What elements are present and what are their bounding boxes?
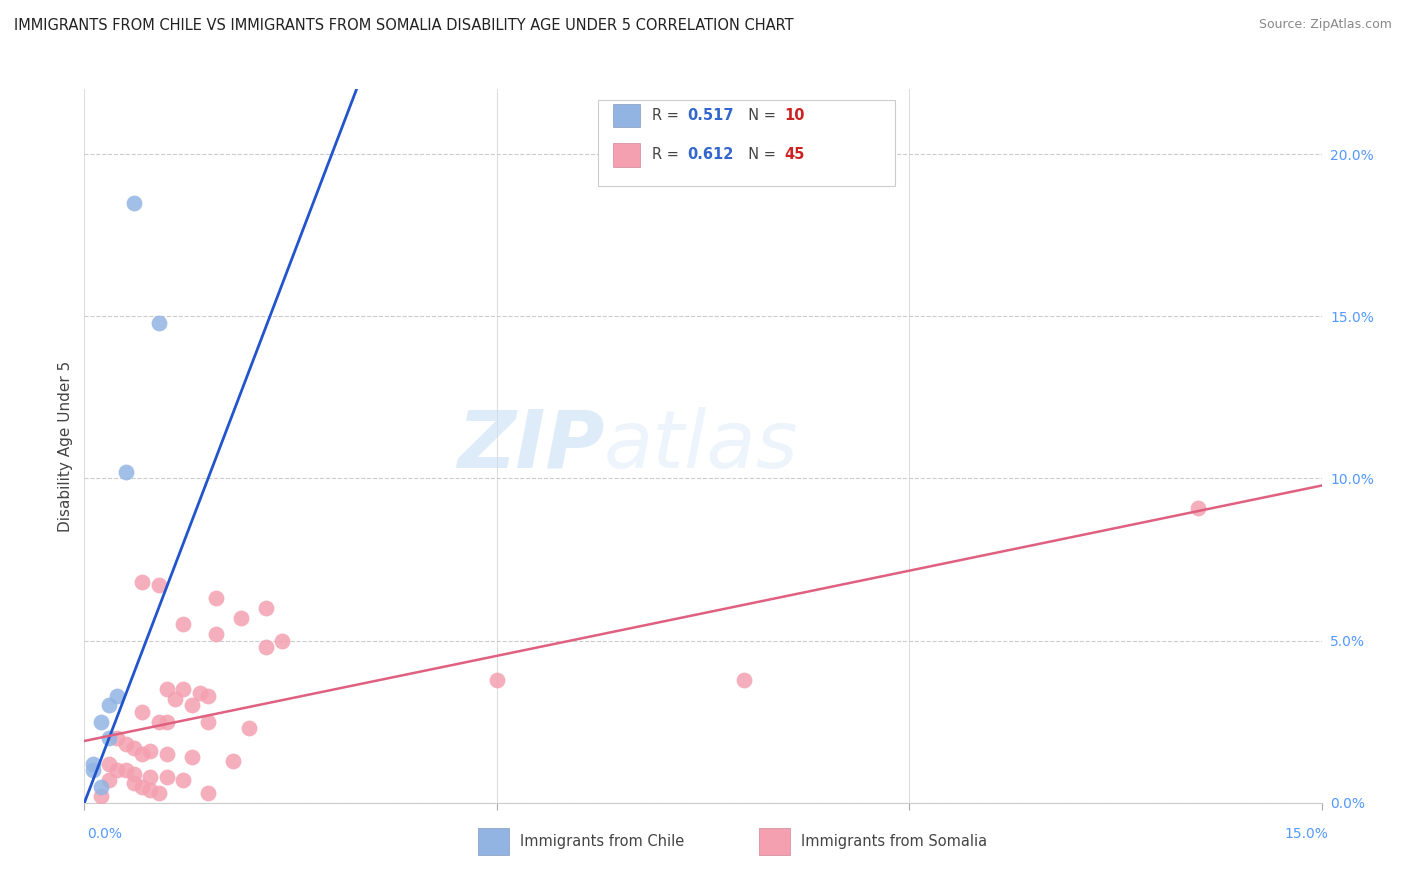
Point xyxy=(90,714,112,729)
Point xyxy=(131,747,153,761)
Point xyxy=(105,764,128,778)
Text: R =: R = xyxy=(652,147,683,162)
Point xyxy=(114,764,136,778)
Text: 45: 45 xyxy=(785,147,806,162)
Point xyxy=(98,756,121,771)
Point xyxy=(197,786,219,800)
Text: atlas: atlas xyxy=(605,407,799,485)
Point xyxy=(148,786,170,800)
Point xyxy=(148,714,170,729)
Point xyxy=(156,714,179,729)
Point xyxy=(139,782,162,797)
Point xyxy=(98,731,121,745)
Text: 0.0%: 0.0% xyxy=(87,827,122,841)
FancyBboxPatch shape xyxy=(613,103,640,128)
Point xyxy=(90,780,112,794)
Point xyxy=(82,764,104,778)
Point xyxy=(271,633,294,648)
FancyBboxPatch shape xyxy=(598,100,894,186)
Point xyxy=(139,770,162,784)
Point xyxy=(114,738,136,752)
Point xyxy=(122,766,145,780)
Point xyxy=(122,740,145,755)
Point xyxy=(131,780,153,794)
Point xyxy=(98,773,121,788)
Point xyxy=(188,685,211,699)
Text: N =: N = xyxy=(740,108,780,123)
Point xyxy=(172,617,194,632)
Point xyxy=(98,698,121,713)
Text: R =: R = xyxy=(652,108,683,123)
Point xyxy=(90,789,112,804)
Text: 0.517: 0.517 xyxy=(688,108,734,123)
Point xyxy=(254,601,277,615)
Text: 0.612: 0.612 xyxy=(688,147,734,162)
Point xyxy=(205,591,228,606)
Point xyxy=(172,773,194,788)
Point xyxy=(222,754,245,768)
Point xyxy=(148,578,170,592)
Point xyxy=(238,721,260,735)
Point xyxy=(485,673,508,687)
Point xyxy=(105,731,128,745)
Point xyxy=(156,747,179,761)
Point xyxy=(180,750,202,764)
Text: Immigrants from Somalia: Immigrants from Somalia xyxy=(801,834,987,848)
Point xyxy=(733,673,755,687)
Point xyxy=(105,689,128,703)
Text: Immigrants from Chile: Immigrants from Chile xyxy=(520,834,685,848)
Point xyxy=(114,465,136,479)
Text: 10: 10 xyxy=(785,108,806,123)
Point xyxy=(180,698,202,713)
Point xyxy=(122,776,145,790)
Point xyxy=(131,575,153,590)
Point xyxy=(156,770,179,784)
Text: Source: ZipAtlas.com: Source: ZipAtlas.com xyxy=(1258,18,1392,31)
Point xyxy=(82,756,104,771)
Point xyxy=(122,195,145,210)
Text: 15.0%: 15.0% xyxy=(1285,827,1329,841)
Point xyxy=(229,611,252,625)
FancyBboxPatch shape xyxy=(613,143,640,167)
Point xyxy=(131,705,153,719)
Point xyxy=(172,682,194,697)
Text: IMMIGRANTS FROM CHILE VS IMMIGRANTS FROM SOMALIA DISABILITY AGE UNDER 5 CORRELAT: IMMIGRANTS FROM CHILE VS IMMIGRANTS FROM… xyxy=(14,18,793,33)
Y-axis label: Disability Age Under 5: Disability Age Under 5 xyxy=(58,360,73,532)
Point xyxy=(139,744,162,758)
Text: N =: N = xyxy=(740,147,780,162)
Point xyxy=(156,682,179,697)
Point xyxy=(197,689,219,703)
Point xyxy=(254,640,277,654)
Text: ZIP: ZIP xyxy=(457,407,605,485)
Point xyxy=(165,692,187,706)
Point xyxy=(148,316,170,330)
Point xyxy=(1187,500,1209,515)
Point xyxy=(205,627,228,641)
Point xyxy=(197,714,219,729)
